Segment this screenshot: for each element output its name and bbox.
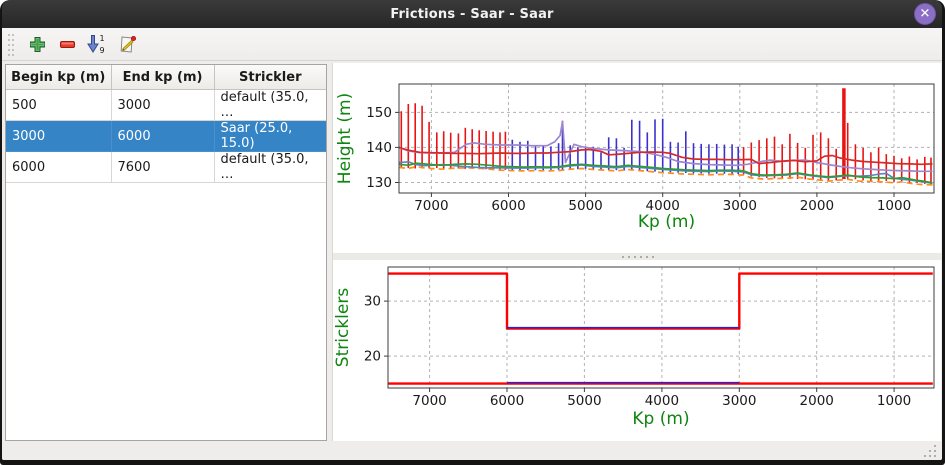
svg-text:5000: 5000 [568,198,602,214]
svg-text:20: 20 [364,349,381,365]
cell-begin-kp[interactable]: 3000 [6,120,112,152]
app-area: 1 9 [2,28,942,460]
svg-text:1: 1 [100,34,105,43]
column-header-begin-kp[interactable]: Begin kp (m) [6,65,112,90]
column-header-end-kp[interactable]: End kp (m) [110,65,215,90]
svg-text:6000: 6000 [490,393,524,409]
table-header-row: Begin kp (m) End kp (m) Strickler [6,65,326,90]
cell-begin-kp[interactable]: 500 [6,89,112,121]
svg-text:Kp (m): Kp (m) [632,409,689,429]
charts-splitter-handle[interactable] [333,253,942,260]
svg-text:6000: 6000 [491,198,525,214]
add-row-button[interactable] [23,30,51,58]
table-row[interactable]: 500 3000 default (35.0, … [6,89,326,121]
cell-begin-kp[interactable]: 6000 [6,151,112,183]
svg-text:4000: 4000 [646,198,680,214]
plus-icon [29,36,45,52]
edit-friction-button[interactable] [113,30,141,58]
svg-text:3000: 3000 [722,393,756,409]
cell-end-kp[interactable]: 7600 [111,151,215,183]
svg-text:4000: 4000 [645,393,679,409]
frictions-table: Begin kp (m) End kp (m) Strickler 500 30… [6,65,326,183]
cell-strickler[interactable]: default (35.0, … [214,89,326,121]
svg-text:Kp (m): Kp (m) [638,212,695,232]
stricklers-step-chart: 7000 6000 5000 4000 3000 2000 1000 20 30 Kp (m) St… [333,266,935,429]
titlebar[interactable]: Frictions - Saar - Saar ✕ [2,0,942,28]
cell-end-kp[interactable]: 3000 [111,89,215,121]
cell-strickler[interactable]: default (35.0, … [214,151,326,183]
svg-text:Stricklers: Stricklers [333,288,353,368]
svg-text:1000: 1000 [877,393,911,409]
edit-pencil-icon [120,35,136,53]
svg-text:Height (m): Height (m) [335,93,355,184]
svg-text:2000: 2000 [800,198,834,214]
table-row[interactable]: 6000 7600 default (35.0, … [6,151,326,183]
sort-rows-button[interactable]: 1 9 [83,30,111,58]
cell-end-kp[interactable]: 6000 [111,120,215,152]
svg-text:140: 140 [366,140,392,156]
remove-row-button[interactable] [53,30,81,58]
svg-text:5000: 5000 [567,393,601,409]
sort-numeric-1-9-icon: 1 9 [87,34,105,54]
charts-panel: 7000 6000 5000 4000 3000 2000 1000 130 140 150 Kp … [332,63,942,441]
column-header-strickler[interactable]: Strickler [213,65,326,90]
svg-text:130: 130 [366,175,392,191]
splitter-dots-icon [621,255,654,258]
height-profile-chart: 7000 6000 5000 4000 3000 2000 1000 130 140 150 Kp … [335,83,935,232]
resize-grip[interactable] [922,444,938,458]
window-title: Frictions - Saar - Saar [390,6,554,22]
table-row-selected[interactable]: 3000 6000 Saar (25.0, 15.0) [6,120,326,152]
toolbar: 1 9 [2,28,942,61]
close-icon: ✕ [919,6,931,21]
svg-text:1000: 1000 [877,198,911,214]
svg-text:7000: 7000 [414,198,448,214]
cell-strickler[interactable]: Saar (25.0, 15.0) [214,120,326,152]
svg-text:9: 9 [100,46,105,54]
svg-text:7000: 7000 [412,393,446,409]
svg-text:3000: 3000 [723,198,757,214]
svg-text:30: 30 [364,294,381,310]
frictions-table-panel: Begin kp (m) End kp (m) Strickler 500 30… [5,64,327,441]
svg-text:2000: 2000 [800,393,834,409]
close-button[interactable]: ✕ [914,3,936,25]
toolbar-drag-handle-icon[interactable] [6,32,16,56]
minus-icon [59,40,75,48]
status-bar [2,441,942,460]
svg-text:150: 150 [366,105,392,121]
